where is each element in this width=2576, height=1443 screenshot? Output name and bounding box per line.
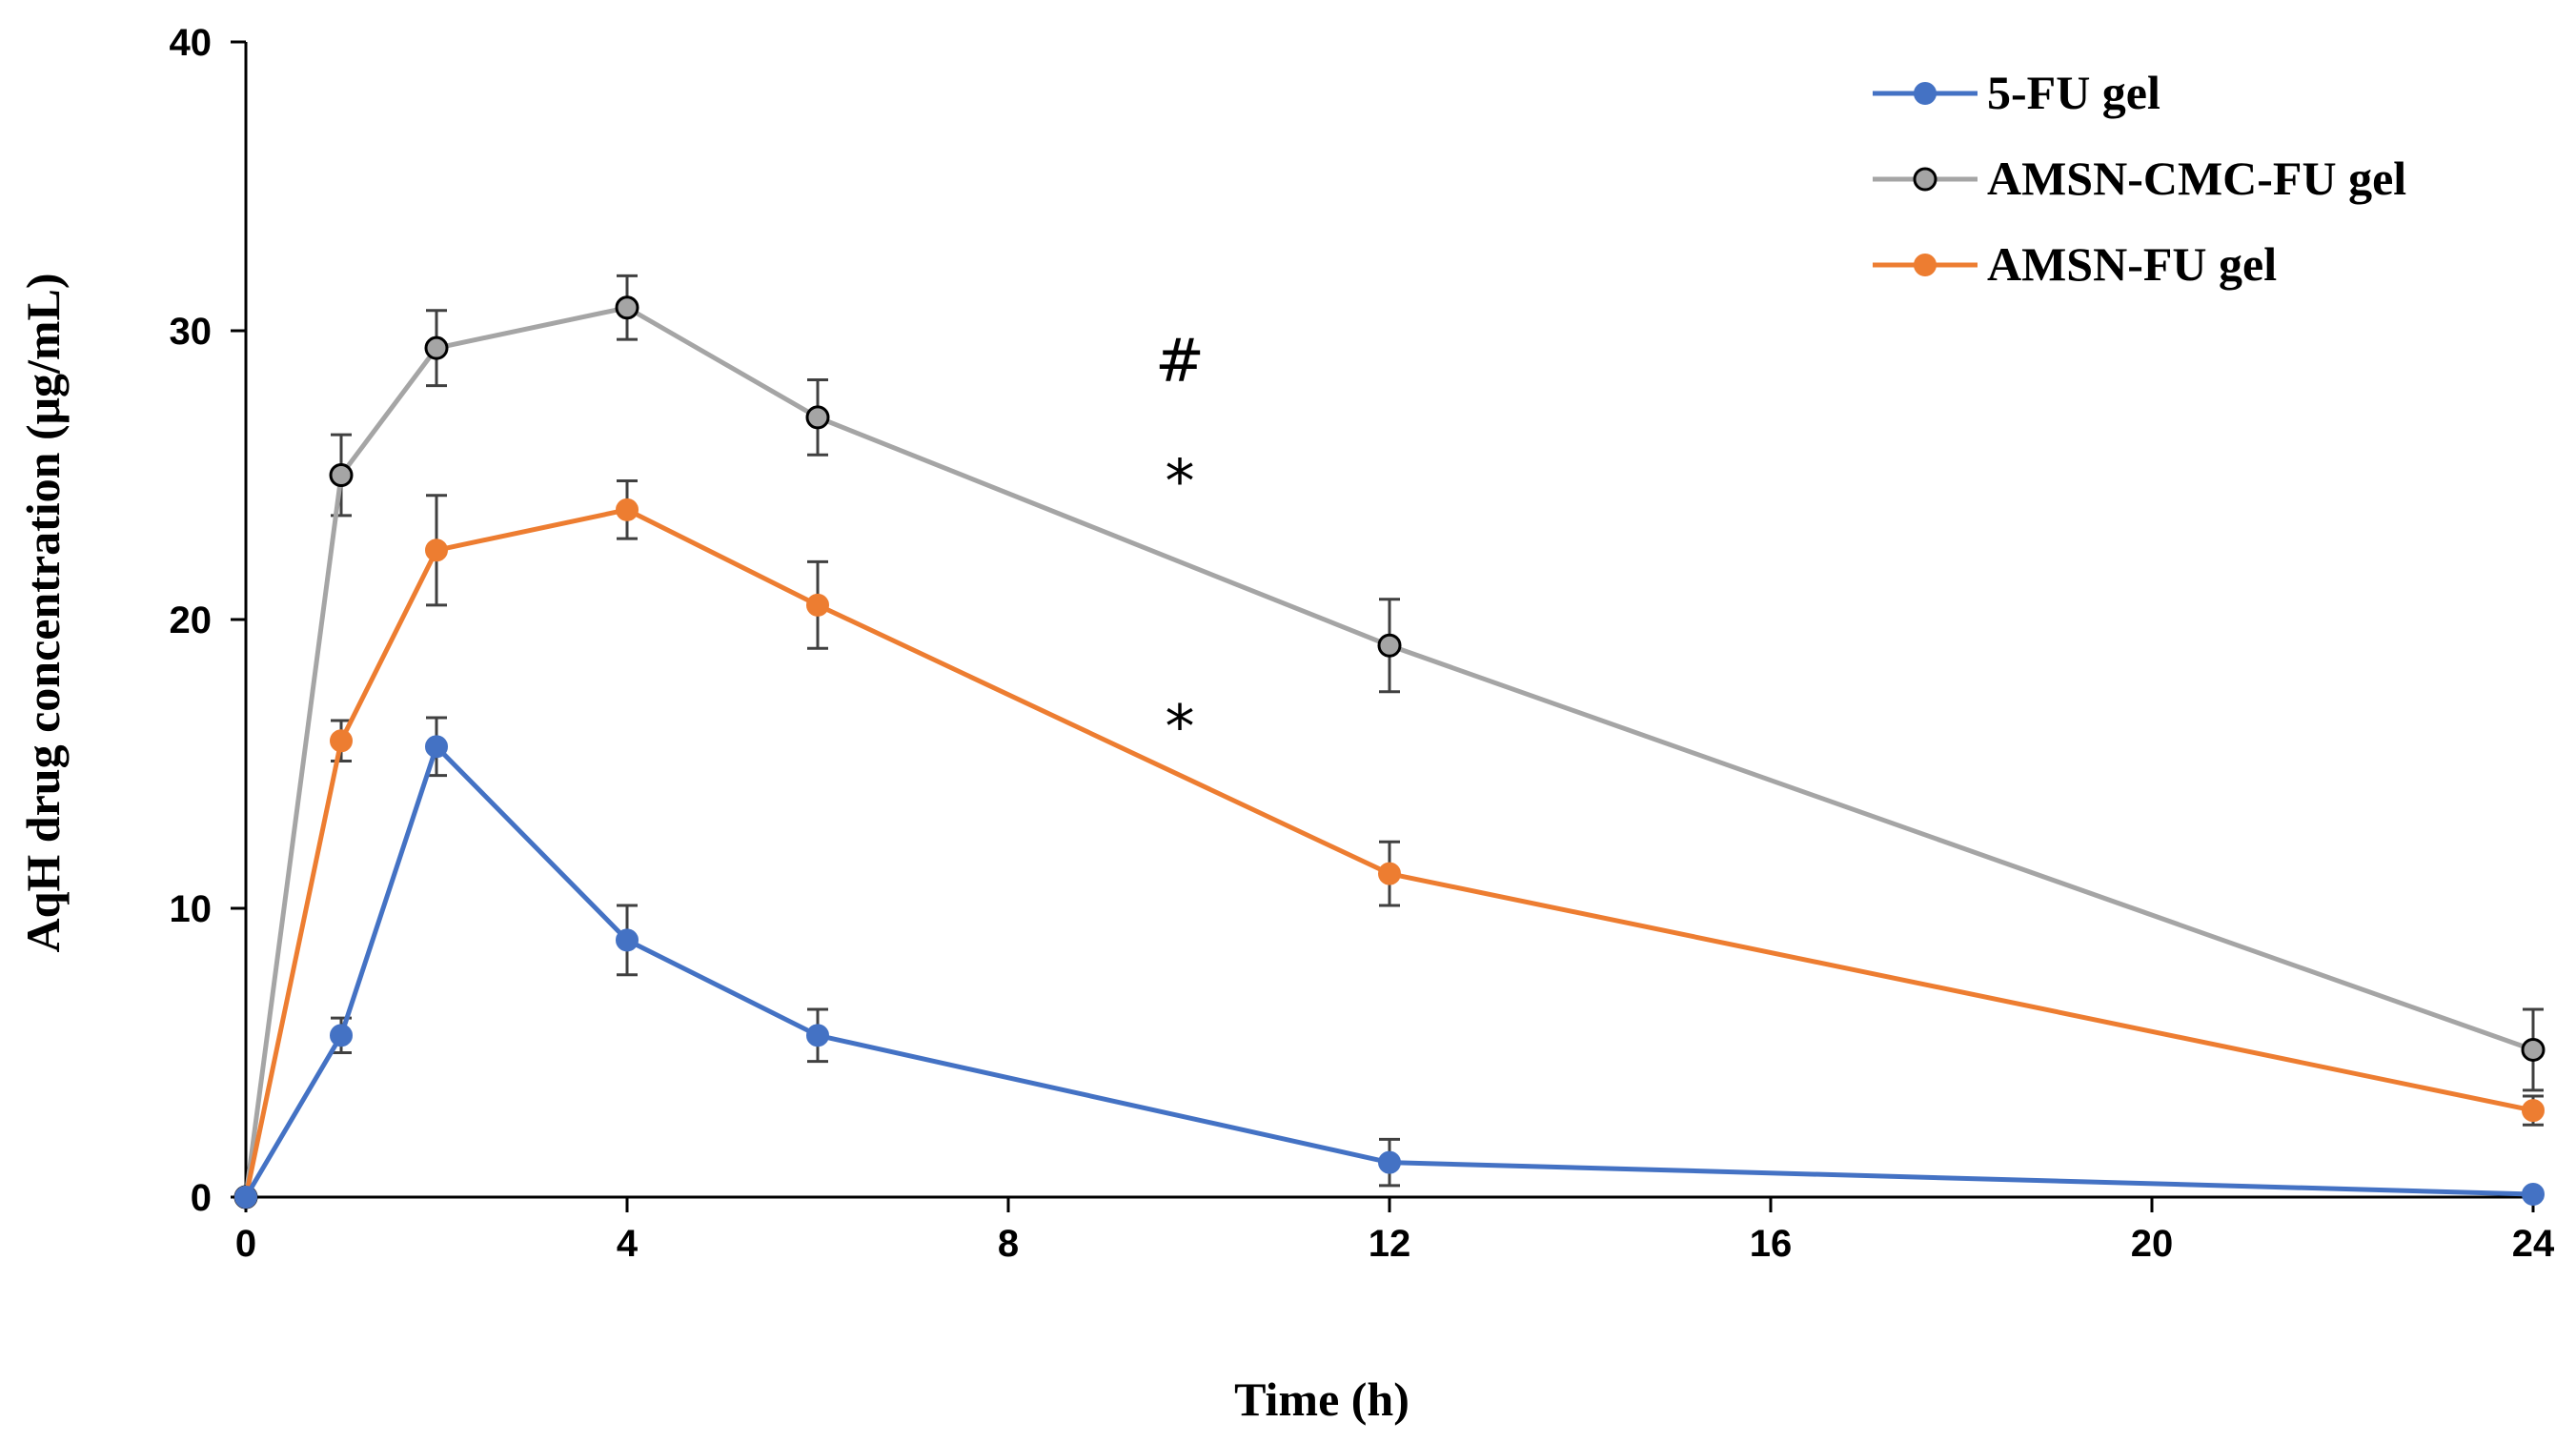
series-line: [243, 305, 2534, 1198]
x-tick-label: 4: [617, 1223, 639, 1265]
data-point: [615, 295, 639, 320]
y-axis-title: AqH drug concentration (μg/mL): [16, 273, 70, 952]
series-amsn-cmc-fu-gel: [233, 274, 2546, 1209]
data-point: [2522, 1099, 2545, 1123]
x-tick-label: 12: [1369, 1223, 1411, 1265]
data-point: [234, 1186, 257, 1209]
x-axis-title: Time (h): [1234, 1372, 1410, 1426]
data-point: [616, 498, 639, 521]
data-point: [806, 1024, 829, 1047]
x-tick-label: 8: [998, 1223, 1019, 1265]
data-point: [616, 928, 639, 952]
y-tick-label: 40: [170, 22, 213, 64]
y-tick-label: 30: [170, 311, 213, 353]
legend-item: AMSN-FU gel: [1873, 237, 2277, 291]
data-point: [1378, 1150, 1401, 1174]
data-point: [2522, 1182, 2545, 1206]
y-tick-label: 0: [191, 1177, 212, 1219]
x-tick-label: 20: [2131, 1223, 2174, 1265]
significance-asterisk-marker: *: [1166, 447, 1195, 517]
data-point: [329, 463, 354, 487]
data-point: [806, 593, 829, 617]
data-point: [805, 405, 830, 430]
data-point: [330, 1024, 353, 1047]
y-tick-label: 10: [170, 888, 213, 930]
data-point: [330, 729, 353, 753]
series-amsn-fu-gel: [234, 479, 2545, 1209]
data-point: [424, 335, 449, 360]
legend-swatch-marker: [1914, 254, 1937, 276]
annotations: # * *: [1155, 325, 1205, 762]
legend-label: AMSN-CMC-FU gel: [1987, 152, 2406, 205]
data-point: [425, 539, 448, 562]
data-point: [1377, 633, 1402, 658]
significance-hash-marker: #: [1155, 325, 1205, 395]
axes: 0 4 8 12 16 20 24 0 10 20 30 40: [170, 22, 2555, 1265]
legend-label: 5-FU gel: [1987, 66, 2160, 119]
legend-swatch-marker: [1914, 82, 1937, 105]
legend: 5-FU gel AMSN-CMC-FU gel AMSN-FU gel: [1873, 66, 2406, 291]
legend-item: AMSN-CMC-FU gel: [1873, 152, 2406, 205]
legend-label: AMSN-FU gel: [1987, 237, 2277, 291]
legend-item: 5-FU gel: [1873, 66, 2160, 119]
data-point: [425, 735, 448, 759]
data-point: [2521, 1037, 2546, 1062]
x-tick-label: 16: [1750, 1223, 1793, 1265]
significance-asterisk-marker: *: [1166, 692, 1195, 762]
x-tick-label: 24: [2512, 1223, 2555, 1265]
y-tick-label: 20: [170, 600, 213, 641]
x-tick-label: 0: [235, 1223, 256, 1265]
data-point: [1378, 862, 1401, 885]
series-line: [243, 743, 2534, 1199]
series-layer: [233, 274, 2546, 1209]
legend-swatch-marker: [1913, 167, 1937, 192]
series-5-fu-gel: [234, 716, 2545, 1209]
